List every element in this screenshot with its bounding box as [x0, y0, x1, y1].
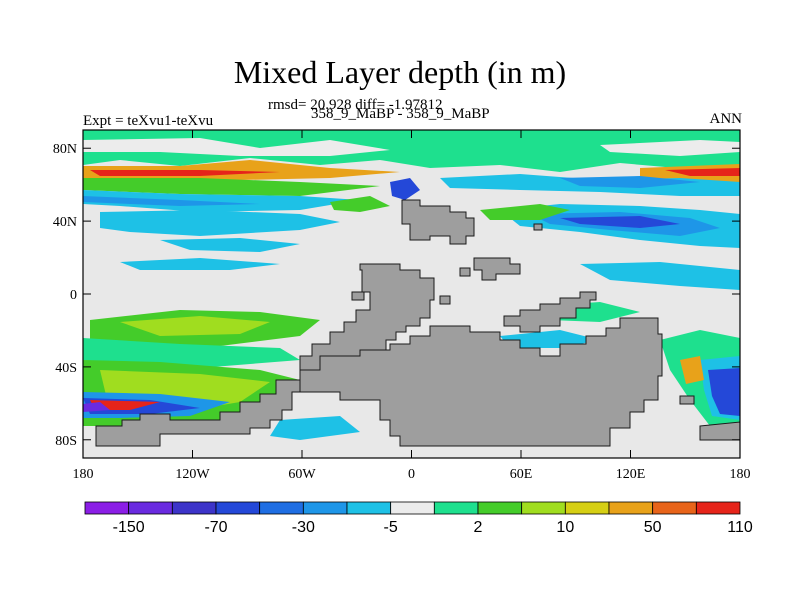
land-small-island-1 [679, 395, 695, 405]
colorbar-swatch [346, 501, 392, 515]
map-title: Mixed Layer depth (in m) [233, 54, 567, 90]
colorbar-label: 50 [644, 519, 662, 536]
colorbar-swatch [84, 501, 130, 515]
colorbar-label: -30 [292, 519, 315, 536]
colorbar-swatch [259, 501, 304, 515]
colorbar-label: -70 [204, 519, 227, 536]
colorbar: -150 -70 -30 -5 2 10 50 110 [84, 501, 753, 536]
colorbar-swatch [608, 501, 654, 515]
colorbar-swatch [521, 501, 566, 515]
colorbar-swatch [128, 501, 173, 515]
x-tick-label: 180 [730, 467, 751, 482]
colorbar-swatch [564, 501, 610, 515]
map-panel [82, 129, 741, 459]
land-small-island-4 [459, 267, 471, 277]
x-tick-label: 120W [175, 467, 210, 482]
land-southern-continent [299, 317, 663, 447]
x-tick-label: 180 [73, 467, 94, 482]
colorbar-label: 110 [727, 519, 753, 536]
axis-ticks: 180 120W 60W 0 60E 120E 180 80N 40N 0 40S 80S [53, 130, 751, 482]
x-tick-label: 60W [288, 467, 316, 482]
land-small-island-5 [533, 223, 543, 231]
colorbar-swatch [433, 501, 479, 515]
colorbar-swatch [302, 501, 348, 515]
colorbar-label: 10 [556, 519, 574, 536]
y-tick-label: 80S [55, 434, 77, 449]
colorbar-swatch [390, 501, 435, 515]
colorbar-swatch [477, 501, 523, 515]
colorbar-label: -5 [384, 519, 398, 536]
rmsd-diff-label: rmsd= 20.928 diff= -1.97812 [268, 97, 443, 113]
land-small-island-2 [439, 295, 451, 305]
x-tick-label: 60E [510, 467, 533, 482]
land-masses [95, 199, 741, 447]
colorbar-swatch [215, 501, 261, 515]
y-tick-label: 40N [53, 215, 77, 230]
y-tick-label: 0 [70, 288, 77, 303]
x-tick-label: 120E [616, 467, 646, 482]
x-tick-label: 0 [408, 467, 415, 482]
colorbar-swatch [695, 501, 741, 515]
land-north-block [401, 199, 475, 245]
run-comparison-label: 358_9_MaBP - 358_9_MaBP [311, 106, 490, 122]
colorbar-label: 2 [474, 519, 483, 536]
experiment-label: Expt = teXvu1-teXvu [83, 113, 214, 129]
y-tick-label: 40S [55, 361, 77, 376]
y-tick-label: 80N [53, 142, 77, 157]
colorbar-swatch [171, 501, 217, 515]
land-small-island-3 [351, 291, 365, 301]
contour-fills [83, 130, 740, 440]
season-label: ANN [709, 111, 743, 127]
colorbar-label: -150 [113, 519, 145, 536]
land-arabia [473, 257, 521, 281]
colorbar-swatch [652, 501, 697, 515]
land-east-arm [503, 291, 597, 333]
